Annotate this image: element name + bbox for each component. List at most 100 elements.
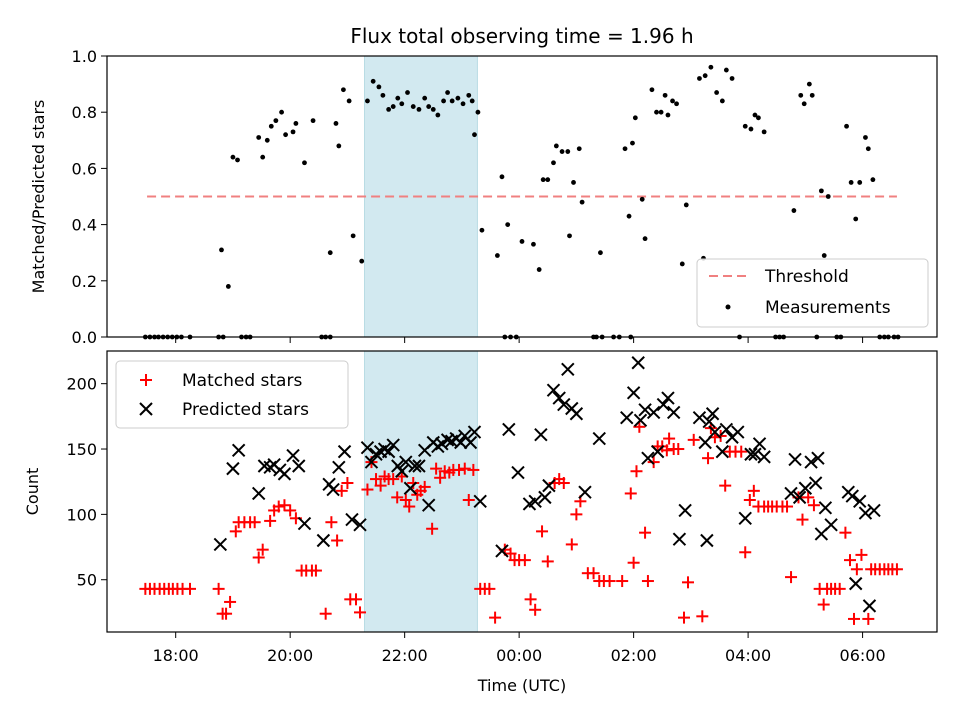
predicted-star-point-9: [286, 448, 300, 463]
matched-star-point-134: [833, 582, 846, 595]
measurement-point-81: [571, 180, 576, 185]
matched-star-point-110: [719, 479, 732, 492]
matched-star-point-46: [391, 491, 404, 504]
predicted-star-point-90: [788, 452, 802, 467]
predicted-star-point-12: [316, 533, 331, 548]
measurement-point-27: [279, 109, 284, 115]
measurement-point-69: [499, 174, 505, 180]
top-axes-frame: [106, 55, 938, 338]
measurement-point-40: [365, 98, 370, 104]
matched-star-point-67: [489, 611, 502, 624]
bottom-legend: Matched stars Predicted stars: [115, 360, 349, 429]
predicted-star-point-3: [251, 486, 266, 501]
predicted-star-point-30: [408, 459, 422, 473]
measurement-point-94: [632, 115, 638, 121]
measurement-point-47: [399, 101, 405, 107]
matched-star-point-54: [426, 522, 439, 535]
predicted-star-point-71: [666, 405, 681, 420]
x-axis-label: Time (UTC): [477, 676, 566, 695]
measurement-point-112: [723, 67, 729, 73]
measurement-point-126: [806, 81, 812, 87]
matched-star-point-90: [627, 556, 640, 569]
measurement-point-115: [742, 123, 748, 129]
measurement-point-98: [654, 109, 659, 115]
measurement-point-140: [870, 177, 876, 183]
predicted-star-point-42: [463, 435, 478, 450]
measurement-point-77: [553, 143, 559, 149]
matched-star-point-55: [430, 462, 443, 475]
measurement-point-21: [235, 157, 240, 163]
measurement-point-20: [230, 154, 236, 160]
bottom-x-tick-label-1: 20:00: [267, 646, 313, 665]
matched-star-point-72: [518, 554, 531, 567]
predicted-star-point-14: [326, 482, 340, 497]
matched-star-point-73: [524, 593, 537, 606]
measurement-point-113: [729, 76, 735, 81]
matched-star-point-74: [529, 603, 542, 616]
predicted-star-point-70: [661, 391, 675, 405]
measurement-point-59: [460, 101, 466, 107]
bottom-y-tick-label-3: 200: [66, 375, 97, 394]
measurement-point-25: [268, 123, 274, 129]
measurement-point-129: [821, 253, 827, 258]
predicted-star-point-102: [853, 494, 867, 509]
matched-star-point-140: [862, 612, 875, 625]
measurement-point-37: [346, 98, 352, 104]
measurement-point-96: [642, 236, 648, 242]
predicted-star-point-86: [752, 437, 767, 451]
matched-star-point-24: [278, 499, 291, 512]
predicted-star-point-85: [748, 447, 762, 461]
measurement-point-44: [386, 106, 392, 112]
predicted-star-point-105: [867, 503, 881, 518]
bottom-axes-frame: [106, 350, 938, 633]
measurement-point-83: [579, 199, 585, 205]
predicted-star-point-92: [798, 481, 813, 495]
matched-star-point-37: [350, 593, 362, 606]
predicted-star-point-31: [412, 459, 426, 473]
measurement-point-68: [494, 253, 500, 258]
top-y-tick-label-1: 0.2: [72, 272, 97, 291]
measurement-point-36: [341, 87, 346, 93]
predicted-star-point-18: [353, 518, 367, 532]
matched-star-point-123: [781, 500, 794, 513]
predicted-star-point-78: [708, 425, 722, 439]
predicted-star-point-2: [231, 443, 246, 458]
matched-star-point-98: [660, 444, 673, 457]
matched-star-point-128: [807, 499, 820, 512]
predicted-star-point-17: [345, 512, 359, 527]
measurement-point-31: [302, 160, 307, 166]
predicted-star-point-65: [638, 403, 652, 417]
measurement-point-116: [748, 126, 754, 132]
predicted-star-point-51: [538, 490, 552, 505]
measurement-point-75: [545, 177, 551, 183]
legend-predicted-label: Predicted stars: [182, 400, 309, 420]
legend-measurements-swatch: [725, 304, 731, 310]
measurement-point-30: [293, 121, 299, 126]
measurement-point-111: [719, 98, 725, 104]
top-y-tick-label-3: 0.6: [72, 159, 97, 178]
matched-star-point-25: [284, 504, 297, 517]
measurement-point-136: [853, 216, 859, 222]
bottom-legend-box: [115, 360, 349, 429]
predicted-star-point-80: [719, 422, 734, 437]
chart-title: Flux total observing time = 1.96 h: [350, 24, 693, 48]
matched-star-point-14: [229, 525, 242, 538]
measurement-point-92: [626, 213, 632, 219]
measurement-point-63: [475, 109, 481, 115]
measurement-point-106: [697, 76, 702, 81]
predicted-star-point-8: [277, 467, 292, 481]
matched-star-point-10: [212, 582, 225, 595]
predicted-star-point-97: [818, 501, 833, 515]
measurement-point-118: [756, 115, 761, 121]
top-legend-box: [696, 258, 929, 328]
matched-star-point-109: [714, 429, 727, 442]
predicted-star-point-52: [542, 478, 556, 493]
predicted-star-point-56: [561, 362, 575, 377]
predicted-star-point-54: [552, 391, 566, 405]
measurement-point-97: [649, 87, 655, 93]
matched-star-point-34: [335, 484, 348, 497]
matched-star-point-87: [603, 575, 616, 588]
legend-matched-label: Matched stars: [182, 371, 302, 391]
measurement-point-102: [670, 98, 675, 104]
